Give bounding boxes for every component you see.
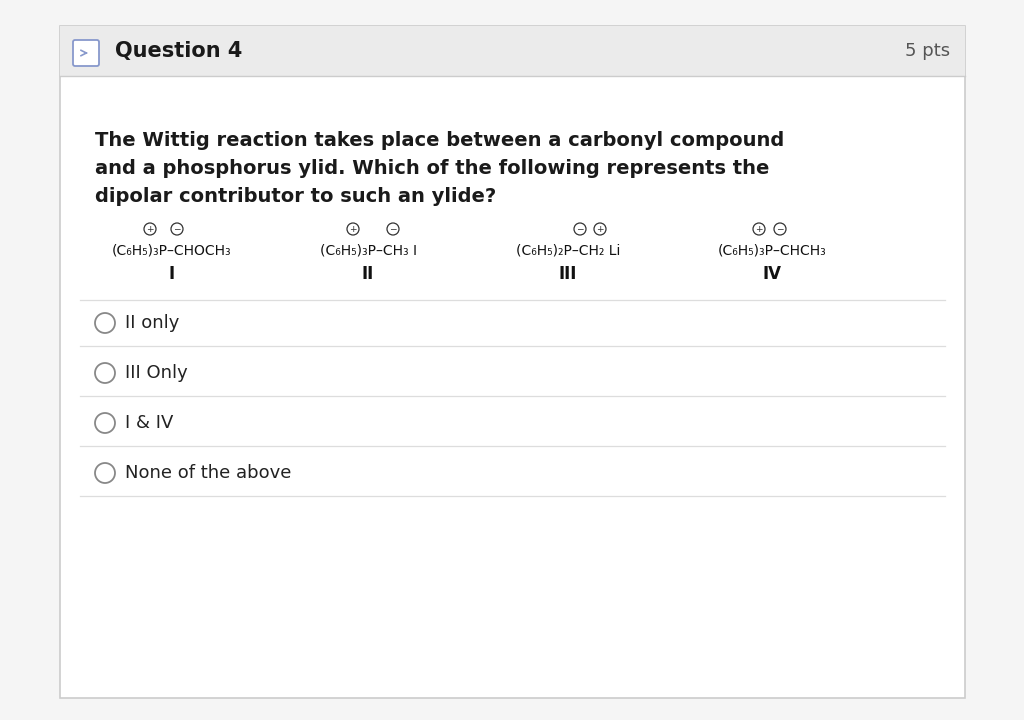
Text: −: − (173, 225, 181, 233)
Text: I & IV: I & IV (125, 414, 173, 432)
Text: and a phosphorus ylid. Which of the following represents the: and a phosphorus ylid. Which of the foll… (95, 159, 769, 178)
Text: None of the above: None of the above (125, 464, 292, 482)
Text: I: I (169, 265, 175, 283)
Text: III: III (559, 265, 578, 283)
Text: −: − (389, 225, 396, 233)
Text: −: − (776, 225, 783, 233)
FancyBboxPatch shape (73, 40, 99, 66)
Text: −: − (577, 225, 584, 233)
FancyBboxPatch shape (60, 26, 965, 76)
Text: +: + (146, 225, 154, 233)
Text: +: + (756, 225, 763, 233)
Text: (C₆H₅)₃P–CHCH₃: (C₆H₅)₃P–CHCH₃ (718, 243, 826, 257)
Text: (C₆H₅)₃P–CHOCH₃: (C₆H₅)₃P–CHOCH₃ (113, 243, 231, 257)
Text: Question 4: Question 4 (115, 41, 243, 61)
Text: (C₆H₅)₃P–CH₃ I: (C₆H₅)₃P–CH₃ I (319, 243, 417, 257)
Text: IV: IV (763, 265, 781, 283)
Text: II: II (361, 265, 374, 283)
Text: The Wittig reaction takes place between a carbonyl compound: The Wittig reaction takes place between … (95, 131, 784, 150)
Text: 5 pts: 5 pts (905, 42, 950, 60)
Text: +: + (349, 225, 356, 233)
Text: dipolar contributor to such an ylide?: dipolar contributor to such an ylide? (95, 187, 497, 206)
Text: III Only: III Only (125, 364, 187, 382)
Text: +: + (596, 225, 604, 233)
Text: (C₆H₅)₂P–CH₂ Li: (C₆H₅)₂P–CH₂ Li (516, 243, 621, 257)
FancyBboxPatch shape (60, 26, 965, 698)
Text: II only: II only (125, 314, 179, 332)
